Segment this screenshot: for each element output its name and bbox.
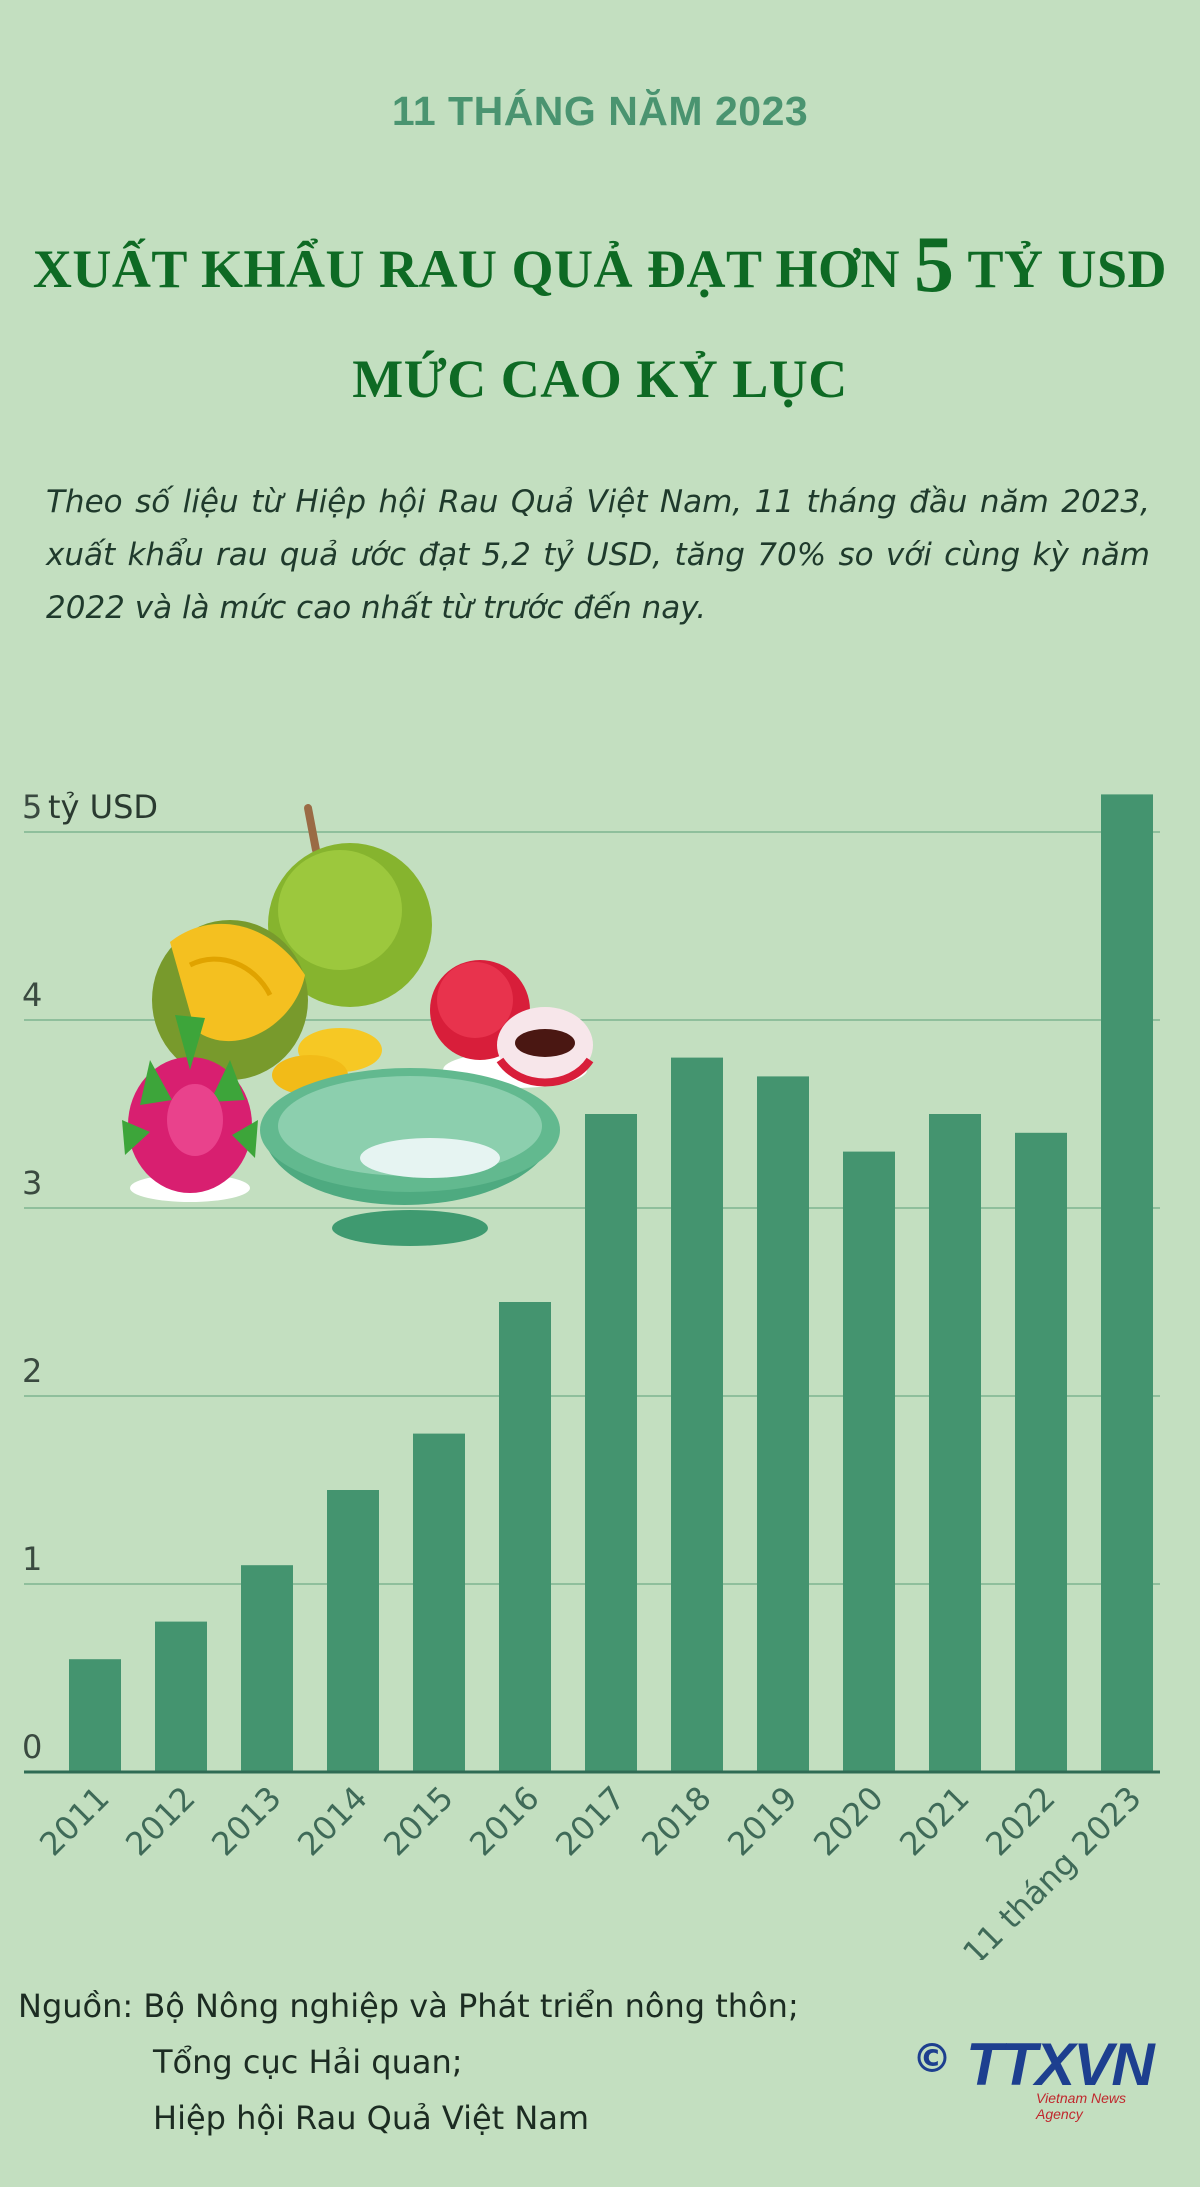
source-item-3: Hiệp hội Rau Quả Việt Nam [153,2099,590,2137]
y-tick-label: 4 [22,976,42,1014]
x-tick-label: 2019 [720,1779,804,1863]
title-part2: TỶ USD [954,239,1168,299]
source-item-2: Tổng cục Hải quan; [153,2043,463,2081]
bar-chart: 0 1 2 3 4 5 tỷ USD 2011 2012 2013 2014 2015 2016 2017… [22,788,1160,1960]
source-note: Nguồn: Bộ Nông nghiệp và Phát triển nông… [18,1978,799,2146]
x-tick-label: 2018 [634,1779,718,1863]
x-tick-label: 2016 [462,1779,546,1863]
x-tick-label: 2011 [32,1779,116,1863]
logo-tagline: Vietnam News Agency [1036,2090,1127,2122]
title-big-number: 5 [913,221,955,309]
bar [757,1076,809,1772]
bar [843,1151,895,1772]
bar [499,1302,551,1772]
fruit-illustration [122,804,594,1246]
y-axis-unit-label: tỷ USD [48,788,158,826]
y-tick-label: 5 [22,788,42,826]
copyright-icon: © [912,2036,952,2082]
x-tick-label: 2020 [806,1779,890,1863]
bowl-icon [260,1068,560,1246]
bar-layer [24,794,1160,1774]
bar [69,1659,121,1772]
page-title-line2: MỨC CAO KỶ LỤC [352,349,848,409]
bar [155,1621,207,1772]
page-title: XUẤT KHẨU RAU QUẢ ĐẠT HƠN 5 TỶ USD [0,220,1200,311]
source-label: Nguồn: [18,1987,134,2025]
y-tick-label: 3 [22,1164,42,1202]
x-tick-label: 2021 [892,1779,976,1863]
bar [1101,794,1153,1772]
x-tick-label: 2012 [118,1779,202,1863]
x-tick-label: 2013 [204,1779,288,1863]
lychee-icon [430,960,594,1088]
bar [585,1114,637,1772]
subtitle: 11 THÁNG NĂM 2023 [391,88,809,134]
y-tick-label: 0 [22,1728,42,1766]
bar [327,1490,379,1772]
x-tick-label: 2015 [376,1779,460,1863]
logo-name: TTXVN [966,2031,1155,2098]
y-tick-label: 2 [22,1352,42,1390]
durian-icon [152,804,432,1095]
title-part1: XUẤT KHẨU RAU QUẢ ĐẠT HƠN [32,239,914,299]
bar [241,1565,293,1772]
y-tick-label: 1 [22,1540,42,1578]
bar [1015,1132,1067,1772]
x-tick-label: 2014 [290,1779,374,1863]
source-line-1: Nguồn: Bộ Nông nghiệp và Phát triển nông… [18,1978,799,2034]
bar [671,1057,723,1772]
intro-paragraph: Theo số liệu từ Hiệp hội Rau Quả Việt Na… [46,484,1150,626]
dragon-fruit-icon [122,1015,258,1202]
ttxvn-logo: © TTXVN Vietnam News Agency [908,2030,1168,2122]
source-item-1: Bộ Nông nghiệp và Phát triển nông thôn; [143,1987,799,2025]
x-tick-label: 2017 [548,1779,632,1863]
bar [929,1114,981,1772]
bar [413,1433,465,1772]
